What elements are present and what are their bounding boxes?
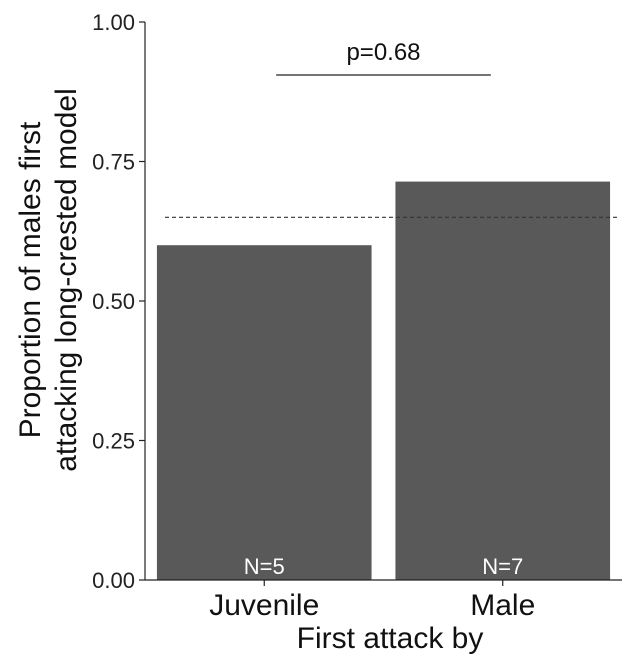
y-tick-label: 0.25 xyxy=(92,429,135,454)
y-tick-label: 1.00 xyxy=(92,10,135,35)
y-axis-title-line-1: Proportion of males first xyxy=(14,121,47,438)
bar-juvenile xyxy=(156,245,372,580)
plot-area: 0.00 0.25 0.50 0.75 1.00 Juvenile N=5 Male N=7 p=… xyxy=(92,10,622,622)
x-tick-label: Juvenile xyxy=(209,589,319,622)
x-tick-label: Male xyxy=(470,589,535,622)
y-tick-label: 0.50 xyxy=(92,289,135,314)
bar-n-label: N=5 xyxy=(244,554,285,579)
y-tick-label: 0.75 xyxy=(92,150,135,175)
x-axis-title: First attack by xyxy=(297,622,484,655)
y-tick-label: 0.00 xyxy=(92,568,135,593)
bar-n-label: N=7 xyxy=(482,554,523,579)
y-axis-title-line-2: attacking long-crested model xyxy=(50,88,83,472)
bar-male xyxy=(395,181,611,580)
significance-label: p=0.68 xyxy=(346,39,420,66)
